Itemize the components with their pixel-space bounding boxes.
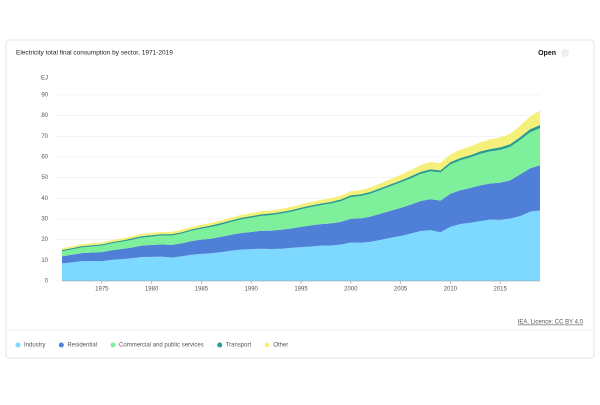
- y-tick-label: 60: [41, 155, 48, 161]
- legend-label: Commercial and public services: [119, 343, 204, 349]
- open-button[interactable]: Open: [538, 50, 556, 57]
- x-tick-label: 1975: [95, 287, 109, 293]
- area: [62, 165, 540, 264]
- y-tick-label: 90: [41, 93, 48, 99]
- legend-swatch: [264, 342, 270, 348]
- y-tick-label: 30: [41, 217, 48, 223]
- legend-swatch: [217, 342, 223, 348]
- legend-swatch: [15, 342, 21, 348]
- x-tick-label: 2000: [344, 287, 358, 293]
- y-tick-label: 80: [41, 113, 48, 119]
- legend-label: Transport: [226, 343, 252, 349]
- source-link[interactable]: IEA. Licence: CC BY 4.0: [518, 320, 584, 326]
- area: [62, 128, 540, 257]
- y-tick-label: 50: [41, 175, 48, 181]
- legend-swatch: [110, 342, 116, 348]
- x-tick-label: 2005: [394, 287, 408, 293]
- y-tick-label: 70: [41, 134, 48, 140]
- x-tick-label: 2015: [493, 287, 507, 293]
- legend-label: Industry: [24, 343, 45, 349]
- y-tick-label: 0: [45, 279, 49, 285]
- legend-swatch: [58, 342, 64, 348]
- x-tick-label: 1980: [145, 287, 159, 293]
- legend-label: Residential: [67, 343, 97, 349]
- chart-title: Electricity total final consumption by s…: [16, 50, 173, 57]
- x-tick-label: 1985: [195, 287, 209, 293]
- y-unit: EJ: [41, 76, 48, 82]
- legend-label: Other: [273, 343, 288, 349]
- x-tick-label: 1990: [245, 287, 259, 293]
- area: [62, 210, 540, 281]
- x-tick-label: 1995: [294, 287, 308, 293]
- x-tick-label: 2010: [444, 287, 458, 293]
- open-icon[interactable]: [561, 49, 569, 57]
- y-tick-label: 40: [41, 196, 48, 202]
- y-tick-label: 20: [41, 237, 48, 243]
- y-tick-label: 10: [41, 258, 48, 264]
